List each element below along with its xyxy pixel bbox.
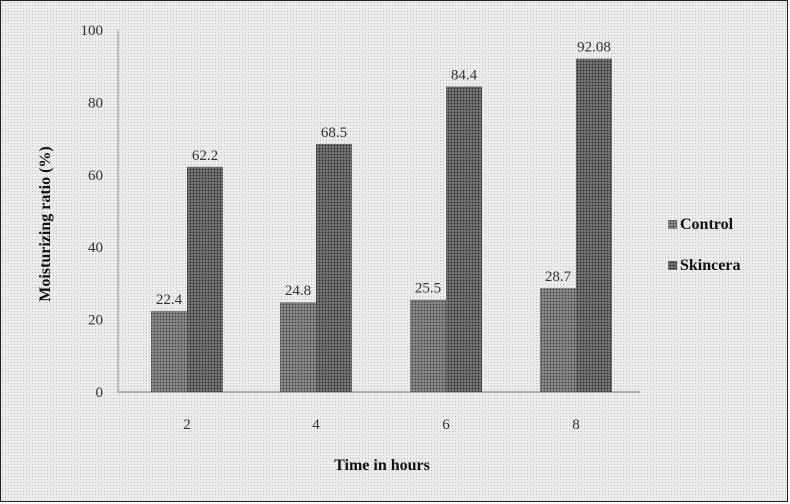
y-tick-label-0: 0 [96,385,104,401]
data-label-skincera-2: 62.2 [192,148,218,164]
data-label-control-4: 24.8 [285,283,311,299]
bar-control-6 [410,299,446,392]
x-axis-ticks: 2 4 6 8 [183,417,580,433]
bar-skincera-6 [446,86,482,393]
data-label-skincera-8: 92.08 [577,40,611,56]
bar-control-2 [151,310,187,392]
legend-swatch-skincera [668,261,677,270]
y-axis-title: Moisturizing ratio (%) [37,146,54,302]
bars-group: 22.4 24.8 25.5 28.7 62.2 68.5 84.4 92.08 [151,40,612,393]
legend-label-skincera: Skincera [680,257,740,274]
x-tick-label-4: 4 [312,417,320,433]
x-axis-title: Time in hours [334,457,430,474]
bar-skincera-4 [316,144,352,392]
data-label-control-8: 28.7 [545,269,572,285]
bar-skincera-2 [187,166,223,392]
bar-control-4 [280,302,316,392]
x-tick-label-2: 2 [183,417,191,433]
x-tick-label-6: 6 [442,417,450,433]
y-tick-label-40: 40 [88,240,103,256]
legend: Control Skincera [668,216,740,274]
y-tick-label-80: 80 [88,95,103,111]
y-tick-label-100: 100 [81,23,104,39]
bar-control-8 [540,288,576,392]
data-label-skincera-4: 68.5 [321,125,347,141]
x-tick-label-8: 8 [572,417,580,433]
legend-swatch-control [668,220,677,229]
y-tick-label-20: 20 [88,313,103,329]
data-label-control-2: 22.4 [156,292,183,308]
data-label-control-6: 25.5 [415,281,441,297]
y-tick-label-60: 60 [88,168,103,184]
bar-skincera-8 [576,58,612,392]
legend-label-control: Control [680,216,734,233]
data-label-skincera-6: 84.4 [451,67,478,83]
y-axis-ticks: 0 20 40 60 80 100 [81,23,104,401]
